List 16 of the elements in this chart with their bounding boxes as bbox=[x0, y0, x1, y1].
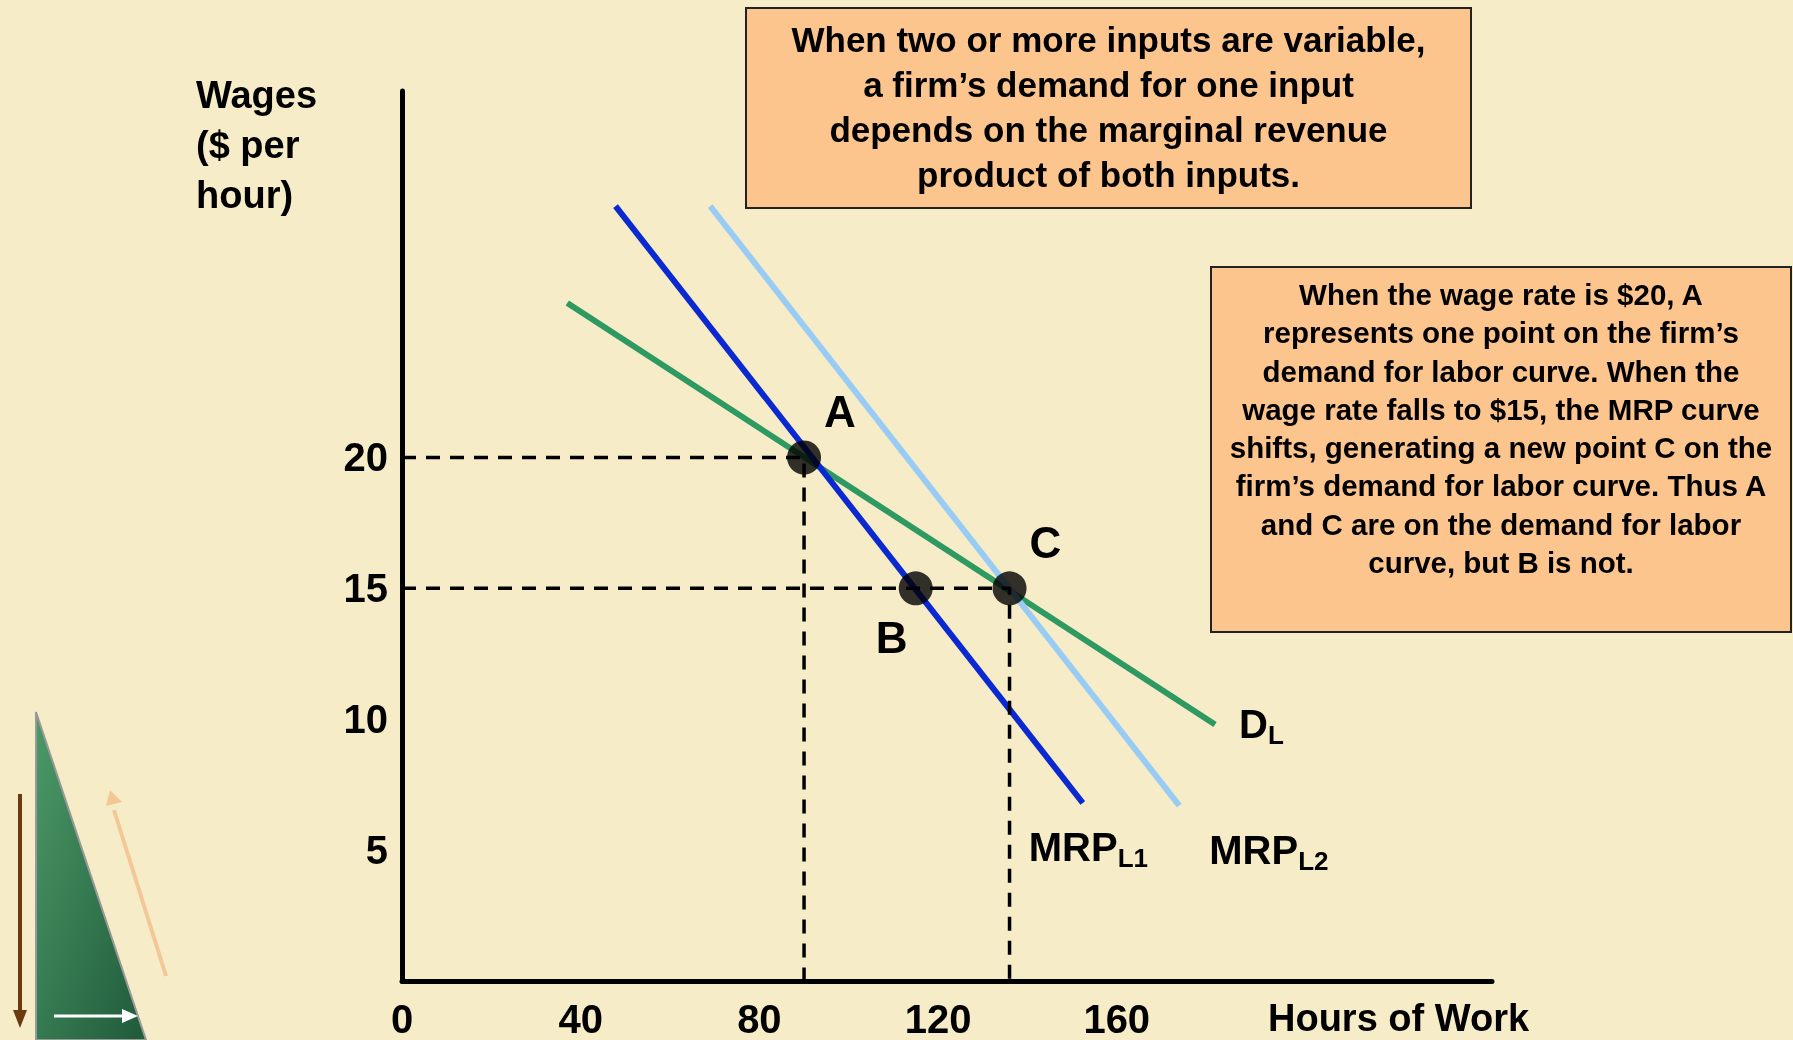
x-tick-label: 0 bbox=[390, 997, 414, 1040]
y-tick-label: 10 bbox=[343, 697, 388, 742]
text-box: When the wage rate is $20, A represents one point on the firm’s demand for labor curve. When the wage rate falls to $15, the MRP curve shifts, generating a new point C on the firm’s demand for labor curve. Thus A and C are on the demand for labor curve, but B is not. bbox=[1210, 266, 1792, 633]
y-tick-label: 15 bbox=[343, 566, 388, 611]
x-tick-label: 160 bbox=[1083, 997, 1151, 1040]
x-tick-label: 80 bbox=[737, 997, 782, 1040]
y-axis-title: Wages ($ per hour) bbox=[196, 73, 319, 218]
annotation: B bbox=[875, 613, 908, 664]
y-tick-label: 20 bbox=[343, 435, 388, 480]
x-tick-label: 40 bbox=[558, 997, 603, 1040]
y-tick-label: 5 bbox=[365, 828, 388, 873]
x-tick-label: 120 bbox=[904, 997, 972, 1040]
x-axis-title: Hours of Work bbox=[1268, 997, 1530, 1040]
annotation: C bbox=[1029, 518, 1062, 569]
text-box: When two or more inputs are variable, a firm’s demand for one input depends on the marginal revenue product of both inputs. bbox=[745, 7, 1472, 209]
annotation: A bbox=[824, 387, 856, 438]
